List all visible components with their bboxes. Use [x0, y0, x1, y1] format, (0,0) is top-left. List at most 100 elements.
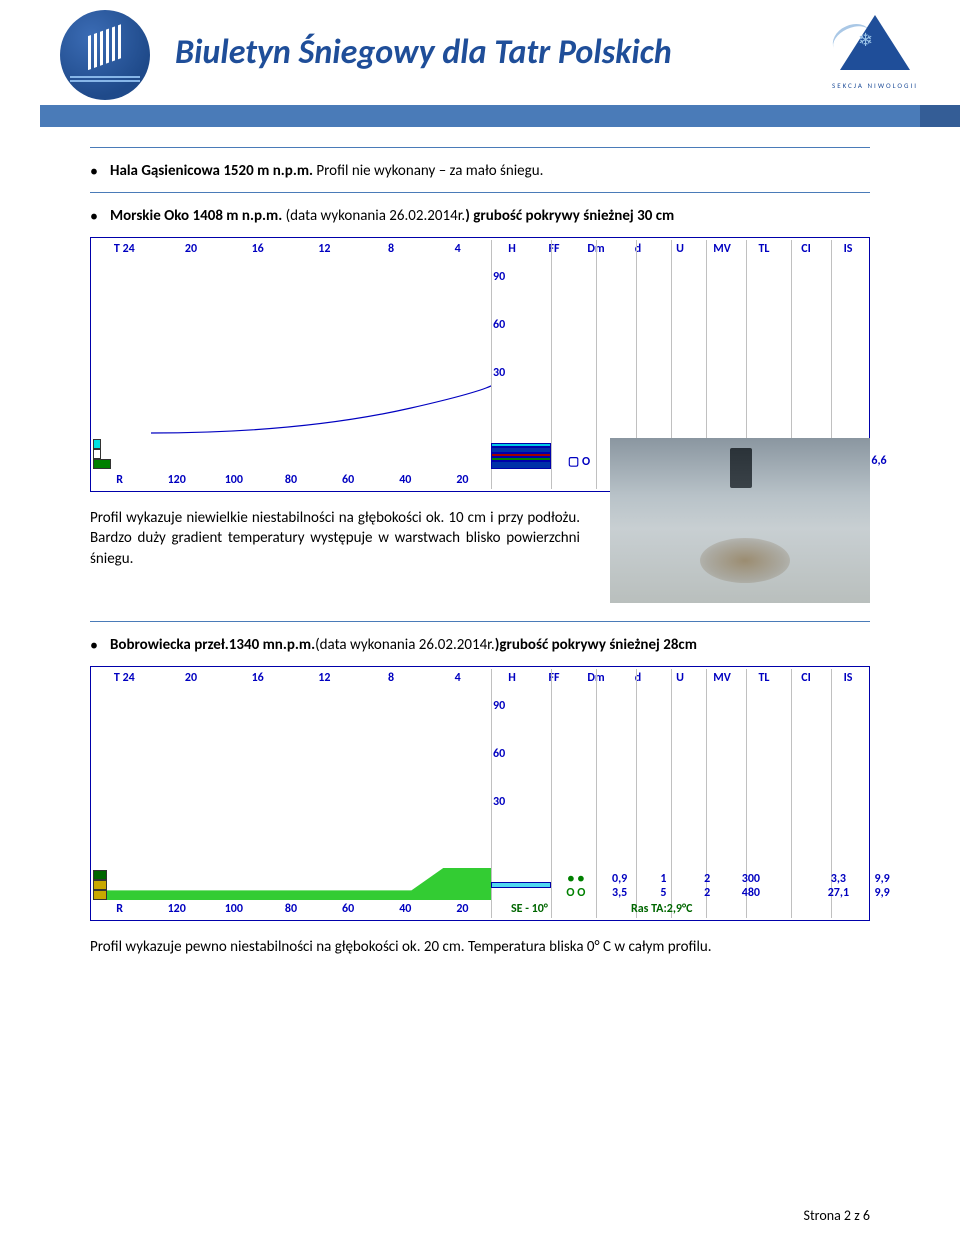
grid-line	[596, 240, 597, 489]
axis-label: 16	[224, 671, 291, 685]
axis-label: 120	[148, 902, 205, 916]
cell: 3,5	[598, 886, 642, 900]
stratigraphy	[491, 882, 551, 888]
y-tick: 90	[493, 699, 505, 747]
cell: 9,9	[860, 886, 904, 900]
bullet-hala-gasienicowa: Hala Gąsienicowa 1520 m n.p.m. Profil ni…	[90, 162, 870, 180]
cell	[773, 886, 817, 900]
cell: 2	[685, 872, 729, 886]
cell: ▢ O	[554, 454, 604, 469]
col-label: U	[659, 242, 701, 256]
bar	[93, 870, 107, 880]
cell: 3,3	[817, 872, 861, 886]
axis-label: 4	[424, 671, 491, 685]
col-label: IS	[827, 242, 869, 256]
chart-top-labels: T 24 20 16 12 8 4 H FF Dm d U MV TL CI I…	[91, 671, 869, 685]
chart1-description: Profil wykazuje niewielkie niestabilnośc…	[90, 508, 580, 569]
bar	[93, 459, 111, 469]
col-label: U	[659, 671, 701, 685]
axis-label: 40	[377, 473, 434, 487]
axis-label: 12	[291, 242, 358, 256]
right-logo-text: SEKCJA NIWOLOGII	[830, 81, 920, 90]
col-label: d	[617, 671, 659, 685]
y-axis-labels: 90 60 30	[493, 699, 505, 843]
y-tick: 90	[493, 270, 505, 318]
stratigraphy	[491, 443, 551, 469]
axis-label: 8	[358, 671, 425, 685]
axis-label: 80	[262, 473, 319, 487]
col-label: MV	[701, 242, 743, 256]
axis-label: 80	[262, 902, 319, 916]
content: Hala Gąsienicowa 1520 m n.p.m. Profil ni…	[0, 127, 960, 957]
data-row-1: ● ● 0,9 1 2 300 3,3 9,9	[554, 872, 904, 886]
cell: 1	[642, 872, 686, 886]
axis-label: 4	[424, 242, 491, 256]
layer	[491, 882, 551, 888]
axis-label: 16	[224, 242, 291, 256]
header: Biuletyn Śniegowy dla Tatr Polskich ❄ SE…	[0, 0, 960, 100]
axis-label: 60	[320, 473, 377, 487]
cell: 300	[729, 872, 773, 886]
bar	[93, 449, 101, 459]
data-row-2: O O 3,5 5 2 480 27,1 9,9	[554, 886, 904, 900]
cell: 9,9	[860, 872, 904, 886]
axis-label: T 24	[91, 671, 158, 685]
grid-line	[491, 669, 492, 918]
col-label: FF	[533, 671, 575, 685]
bullet-rest: )grubość pokrywy śnieżnej 28cm	[495, 636, 697, 654]
cell: O O	[554, 886, 598, 900]
axis-label: 8	[358, 242, 425, 256]
bullet-mid: (data wykonania 26.02.2014r.	[282, 207, 465, 225]
page-number: Strona 2 z 6	[804, 1207, 870, 1224]
hardness-fill	[93, 868, 491, 900]
axis-label: T 24	[91, 242, 158, 256]
page-title: Biuletyn Śniegowy dla Tatr Polskich	[175, 32, 830, 73]
col-label: d	[617, 242, 659, 256]
sekcja-niwologii-logo: ❄ SEKCJA NIWOLOGII	[830, 15, 920, 90]
cell: 2	[685, 886, 729, 900]
grid-line	[551, 669, 552, 918]
chart2-description: Profil wykazuje pewno niestabilności na …	[90, 937, 870, 957]
snow-profile-chart-2: T 24 20 16 12 8 4 H FF Dm d U MV TL CI I…	[90, 666, 870, 921]
layer	[491, 461, 551, 469]
y-tick: 30	[493, 366, 505, 414]
bullet-mid: (data wykonania 26.02.2014r.	[315, 636, 495, 654]
hardness-bars	[93, 439, 111, 469]
bullet-morskie-oko: Morskie Oko 1408 m n.p.m. (data wykonani…	[90, 207, 870, 225]
header-band	[40, 105, 920, 127]
bottom-axis: R 120 100 80 60 40 20	[91, 473, 491, 487]
col-label: H	[491, 242, 533, 256]
axis-label: 100	[205, 902, 262, 916]
y-axis-labels: 90 60 30	[493, 270, 505, 414]
col-label: H	[491, 671, 533, 685]
axis-label: 120	[148, 473, 205, 487]
cell: 0,9	[598, 872, 642, 886]
axis-label: 100	[205, 473, 262, 487]
ras-ta-label: Ras TA:2,9°C	[631, 902, 692, 916]
col-label: IS	[827, 671, 869, 685]
col-label: TL	[743, 242, 785, 256]
axis-label: 60	[320, 902, 377, 916]
bullet-text: Profil nie wykonany – za mało śniegu.	[313, 162, 543, 180]
bullet-bold: Morskie Oko 1408 m n.p.m.	[110, 207, 282, 225]
bullet-bold: Hala Gąsienicowa 1520 m n.p.m.	[110, 162, 313, 180]
cell: 480	[729, 886, 773, 900]
page-footer: Strona 2 z 6	[804, 1207, 870, 1224]
imgw-logo	[60, 10, 150, 100]
y-tick: 60	[493, 747, 505, 795]
axis-label: R	[91, 473, 148, 487]
bar	[93, 439, 101, 449]
bottom-axis: R 120 100 80 60 40 20	[91, 902, 491, 916]
chart-top-labels: T 24 20 16 12 8 4 H FF Dm d U MV TL CI I…	[91, 242, 869, 256]
bar	[93, 880, 107, 890]
divider	[90, 147, 870, 148]
cell: ● ●	[554, 872, 598, 886]
col-label: TL	[743, 671, 785, 685]
divider	[90, 621, 870, 622]
axis-label: 20	[434, 902, 491, 916]
grid-line	[551, 240, 552, 489]
cell	[773, 872, 817, 886]
divider	[90, 192, 870, 193]
bar	[93, 890, 107, 900]
col-label: MV	[701, 671, 743, 685]
